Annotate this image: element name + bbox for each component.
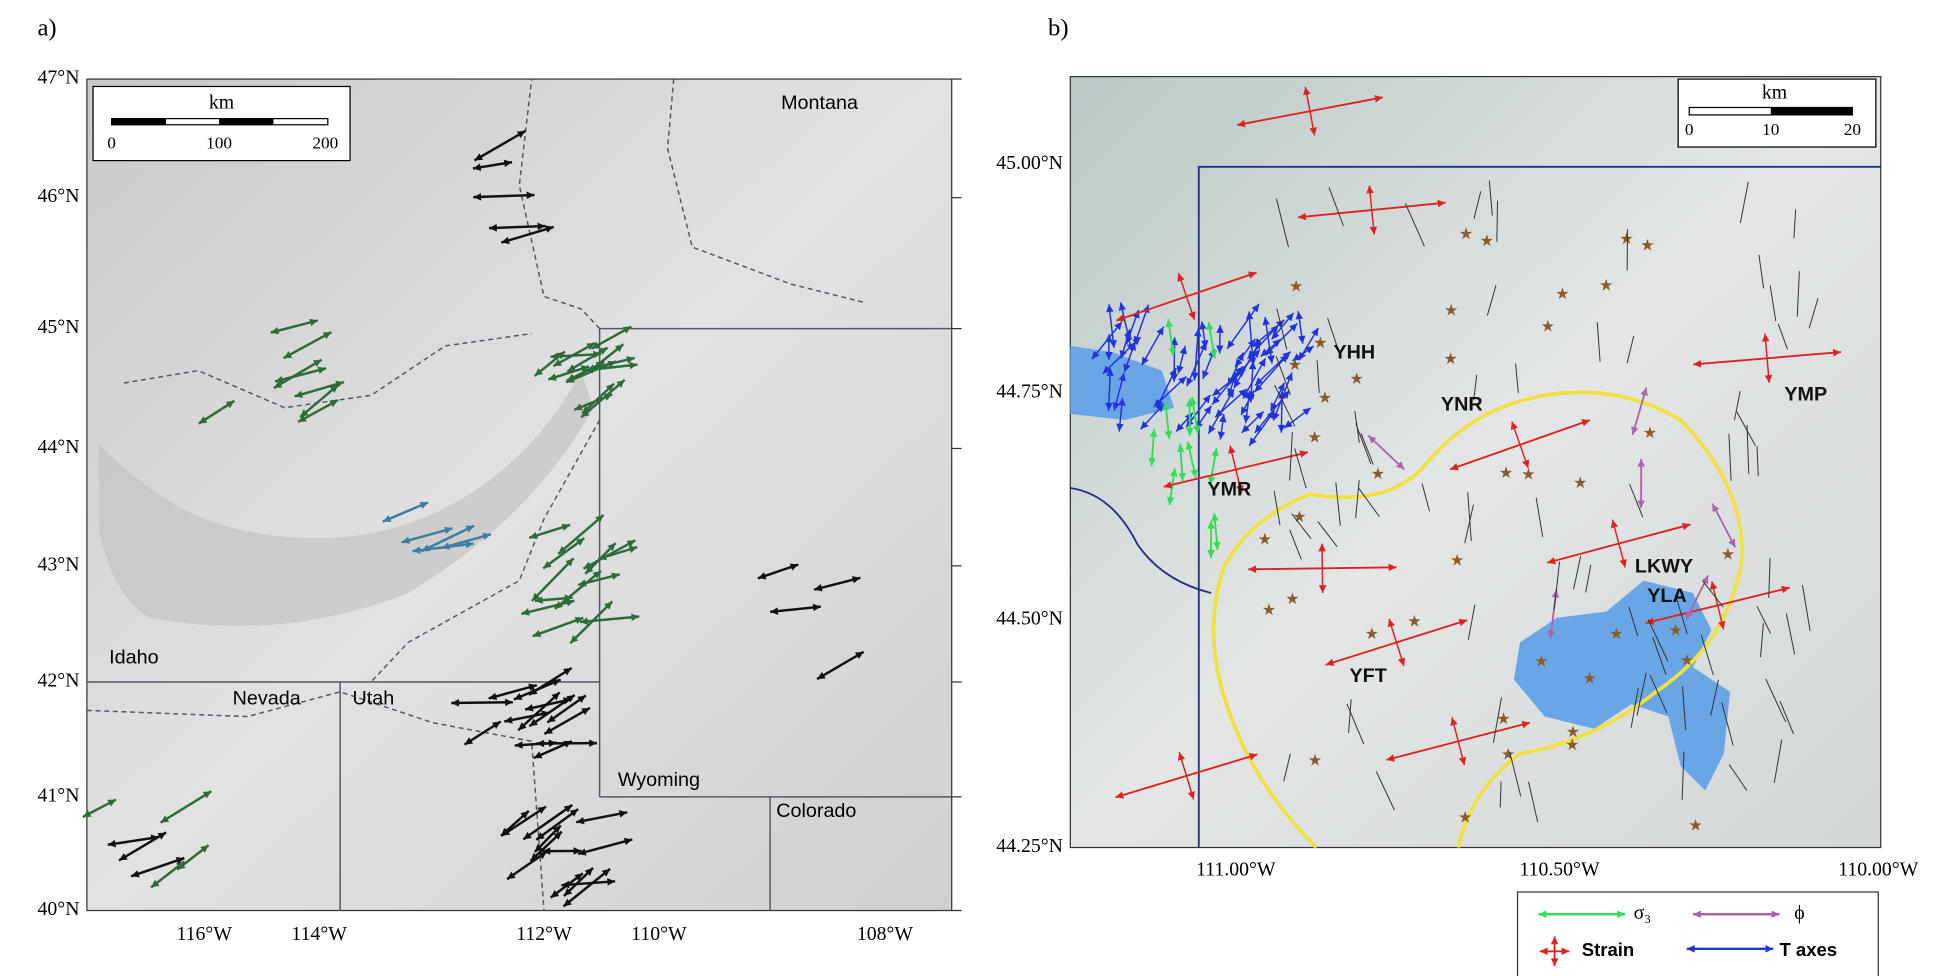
scale-tick: 200: [312, 134, 338, 153]
lon-label: 110°W: [631, 923, 687, 945]
epicenter-star: ★: [1643, 425, 1657, 442]
epicenter-star: ★: [1599, 278, 1613, 295]
epicenter-star: ★: [1499, 465, 1513, 482]
lon-label: 110.00°W: [1838, 859, 1918, 881]
epicenter-star: ★: [1573, 475, 1587, 492]
scale-title: km: [1762, 81, 1788, 103]
epicenter-star: ★: [1582, 670, 1596, 687]
epicenter-star: ★: [1480, 233, 1494, 250]
station-label: YFT: [1350, 665, 1387, 687]
legend: [1518, 892, 1879, 976]
lon-label: 110.50°W: [1519, 859, 1599, 881]
epicenter-star: ★: [1609, 626, 1623, 643]
lat-label: 40°N: [38, 898, 80, 920]
place-label: Utah: [353, 687, 395, 709]
lat-label: 47°N: [38, 67, 80, 89]
epicenter-star: ★: [1565, 737, 1579, 754]
legend-label: Strain: [1582, 939, 1634, 960]
place-label: Colorado: [776, 800, 856, 822]
epicenter-star: ★: [1288, 357, 1302, 374]
epicenter-star: ★: [1688, 817, 1702, 834]
scale-tick: 0: [1685, 120, 1694, 139]
station-label: YMP: [1784, 384, 1827, 406]
scale-segment: [112, 119, 166, 125]
lon-label: 112°W: [516, 923, 572, 945]
place-label: Idaho: [109, 647, 158, 669]
scale-title: km: [209, 91, 235, 113]
lat-label: 44.50°N: [996, 608, 1063, 630]
epicenter-star: ★: [1640, 238, 1654, 255]
epicenter-star: ★: [1349, 371, 1363, 388]
legend-label: ϕ: [1794, 902, 1804, 924]
figure: a) km 0 100 200 Montana Idaho Nevada Uta…: [0, 0, 1938, 976]
arrow-shaft: [451, 702, 513, 703]
scale-segment: [1771, 107, 1853, 114]
panel-label: b): [1048, 14, 1069, 41]
epicenter-star: ★: [1555, 286, 1569, 303]
epicenter-star: ★: [1365, 626, 1379, 643]
panel-label: a): [37, 14, 56, 41]
lat-label: 45°N: [38, 316, 80, 338]
place-label: Nevada: [233, 687, 301, 709]
epicenter-star: ★: [1371, 466, 1385, 483]
epicenter-star: ★: [1308, 753, 1322, 770]
epicenter-star: ★: [1534, 653, 1548, 670]
epicenter-star: ★: [1459, 226, 1473, 243]
epicenter-star: ★: [1262, 602, 1276, 619]
scale-segment: [219, 119, 273, 125]
epicenter-star: ★: [1318, 390, 1332, 407]
epicenter-star: ★: [1458, 810, 1472, 827]
station-label: YNR: [1441, 393, 1483, 415]
scale-tick: 0: [107, 134, 116, 153]
epicenter-star: ★: [1721, 546, 1735, 563]
epicenter-star: ★: [1680, 652, 1694, 669]
lat-label: 43°N: [38, 553, 80, 575]
epicenter-star: ★: [1443, 351, 1457, 368]
scale-tick: 20: [1844, 120, 1861, 139]
lat-label: 44°N: [38, 436, 80, 458]
lat-label: 42°N: [38, 669, 80, 691]
epicenter-star: ★: [1668, 622, 1682, 639]
lat-label: 45.00°N: [996, 152, 1063, 174]
lat-label: 46°N: [38, 185, 80, 207]
epicenter-star: ★: [1619, 231, 1633, 248]
lat-label: 41°N: [38, 784, 80, 806]
place-label: Montana: [781, 92, 858, 114]
epicenter-star: ★: [1289, 278, 1303, 295]
lon-label: 116°W: [177, 923, 233, 945]
station-label: LKWY: [1635, 555, 1693, 577]
epicenter-star: ★: [1308, 429, 1322, 446]
station-label: YLA: [1647, 585, 1687, 607]
epicenter-star: ★: [1313, 335, 1327, 352]
lon-label: 114°W: [291, 923, 347, 945]
epicenter-star: ★: [1450, 553, 1464, 570]
epicenter-star: ★: [1444, 302, 1458, 319]
epicenter-star: ★: [1407, 614, 1421, 631]
scale-tick: 100: [206, 134, 232, 153]
epicenter-star: ★: [1501, 747, 1515, 764]
place-label: Wyoming: [618, 769, 700, 791]
page: a) km 0 100 200 Montana Idaho Nevada Uta…: [0, 0, 1938, 976]
epicenter-star: ★: [1285, 591, 1299, 608]
lat-label: 44.25°N: [996, 835, 1063, 857]
epicenter-star: ★: [1541, 318, 1555, 335]
lon-label: 111.00°W: [1196, 859, 1276, 881]
lon-label: 108°W: [857, 923, 914, 945]
epicenter-star: ★: [1258, 531, 1272, 548]
station-label: YMR: [1207, 479, 1251, 501]
scale-tick: 10: [1762, 120, 1779, 139]
lat-label: 44.75°N: [996, 380, 1063, 402]
station-label: YHH: [1333, 342, 1375, 364]
legend-label: σ₃: [1634, 902, 1652, 924]
epicenter-star: ★: [1521, 467, 1535, 484]
legend-label: T axes: [1779, 939, 1837, 960]
